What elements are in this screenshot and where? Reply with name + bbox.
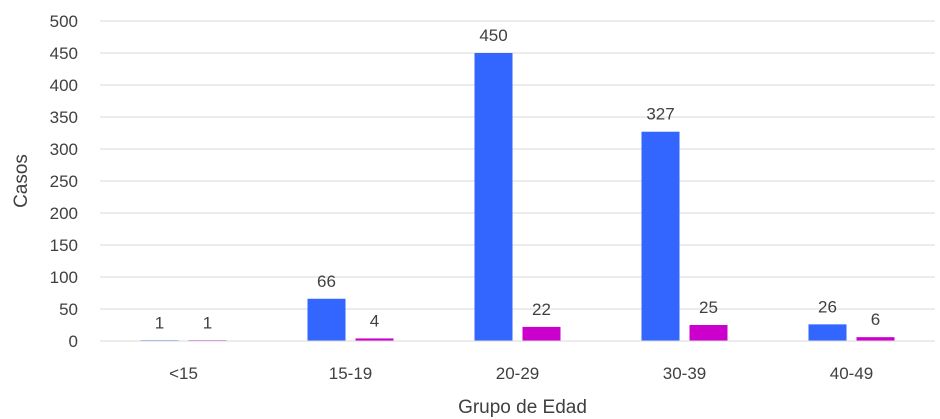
x-axis-ticks: <15 15-19 20-29 30-39 40-49 (169, 364, 873, 383)
bar (355, 338, 394, 341)
data-label: 4 (370, 311, 379, 330)
data-label: 450 (479, 26, 507, 45)
y-tick-label: 200 (50, 204, 78, 223)
bar (856, 337, 895, 341)
y-tick-label: 450 (50, 44, 78, 63)
data-label: 26 (818, 297, 837, 316)
y-tick-label: 300 (50, 140, 78, 159)
x-tick-label: 20-29 (496, 364, 539, 383)
x-tick-label: 15-19 (329, 364, 372, 383)
data-labels: 1 1 66 4 450 22 327 25 26 6 (155, 26, 880, 332)
y-axis-title: Casos (11, 154, 32, 208)
y-tick-label: 150 (50, 236, 78, 255)
gridlines (100, 20, 935, 310)
x-tick-label: <15 (169, 364, 198, 383)
y-axis-ticks: 0 50 100 150 200 250 300 350 400 450 500 (50, 12, 78, 351)
y-tick-label: 0 (69, 332, 78, 351)
bar (808, 324, 847, 341)
bar (522, 326, 561, 341)
y-tick-label: 500 (50, 12, 78, 31)
data-label: 1 (155, 313, 164, 332)
data-label: 1 (203, 313, 212, 332)
x-tick-label: 30-39 (663, 364, 706, 383)
bar (474, 53, 513, 341)
y-tick-label: 250 (50, 172, 78, 191)
x-tick-label: 40-49 (830, 364, 873, 383)
y-tick-label: 400 (50, 76, 78, 95)
data-label: 327 (646, 105, 674, 124)
data-label: 6 (871, 310, 880, 329)
y-tick-label: 50 (59, 300, 78, 319)
bar (641, 131, 680, 341)
data-label: 25 (699, 298, 718, 317)
y-tick-label: 350 (50, 108, 78, 127)
bar (689, 325, 728, 341)
data-label: 22 (532, 300, 551, 319)
y-tick-label: 100 (50, 268, 78, 287)
bar (307, 298, 346, 341)
x-axis-title: Grupo de Edad (458, 397, 587, 418)
data-label: 66 (317, 272, 336, 291)
bars (140, 53, 895, 341)
